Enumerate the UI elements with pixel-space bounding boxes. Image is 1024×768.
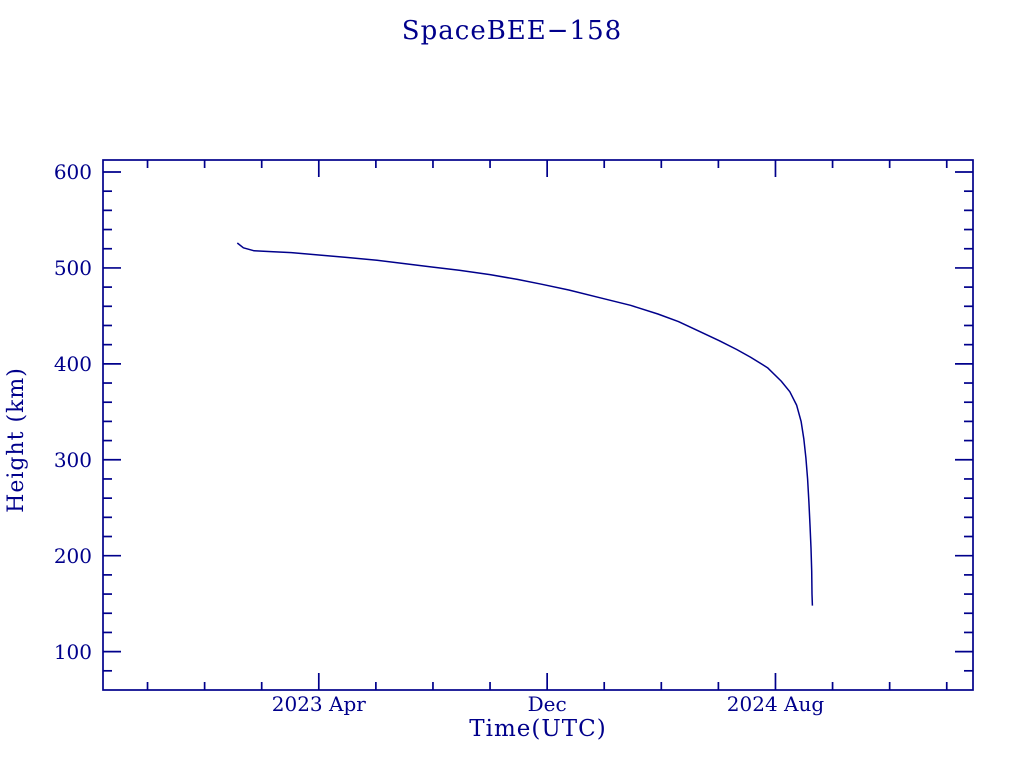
decay-curve (236, 242, 814, 606)
y-tick-label: 500 (54, 256, 92, 280)
x-axis-label: Time(UTC) (469, 716, 607, 742)
x-tick-label: 2024 Aug (727, 692, 825, 716)
x-tick-label: 2023 Apr (272, 692, 367, 716)
chart-title: SpaceBEE−158 (401, 16, 623, 46)
y-tick-label: 400 (54, 352, 92, 376)
y-tick-label: 600 (54, 160, 92, 184)
y-tick-label: 100 (54, 640, 92, 664)
y-tick-label: 200 (54, 544, 92, 568)
x-tick-label: Dec (528, 692, 567, 716)
y-tick-label: 300 (54, 448, 92, 472)
plot-frame (102, 159, 974, 691)
